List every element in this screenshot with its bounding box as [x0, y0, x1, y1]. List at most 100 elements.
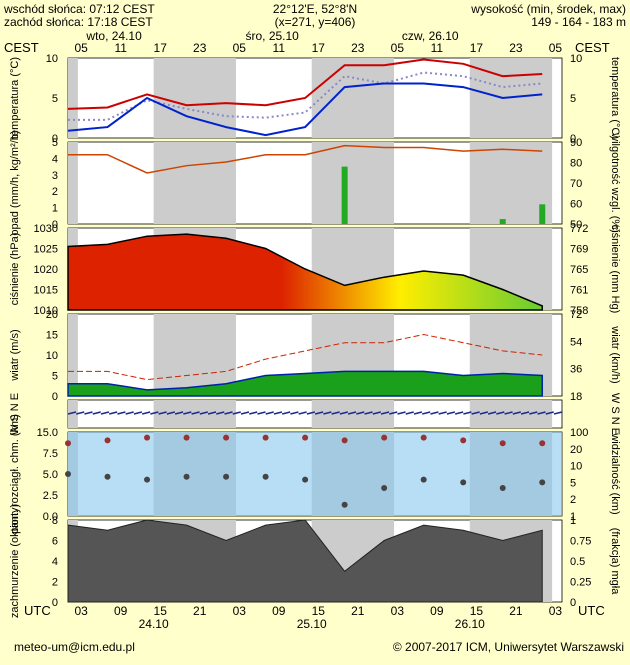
- wind-arrow-59: [553, 411, 563, 415]
- y-tick-label-right-0-0: 0: [570, 133, 576, 145]
- cloud-point-0-11: [499, 440, 506, 447]
- wind-arrow-38: [380, 411, 390, 415]
- y-tick-label-right-6-1: 0.25: [570, 577, 591, 589]
- wind-arrow-45: [438, 411, 447, 415]
- cloud-point-0-5: [262, 434, 269, 441]
- wind-arrow-41: [405, 411, 414, 415]
- wind-arrow-55: [520, 411, 530, 415]
- wind-arrow-40: [397, 411, 406, 415]
- y-tick-label-6-0: 0: [52, 597, 58, 609]
- night-band-1-1: [153, 142, 236, 224]
- top-hour-8: 05: [391, 41, 405, 55]
- cloud-point-0-6: [302, 434, 309, 441]
- rain-bar-11: [499, 219, 506, 224]
- cloud-point-1-4: [223, 473, 230, 480]
- wind-arrow-16: [199, 411, 208, 415]
- wind-arrow-52: [496, 411, 505, 415]
- cloud-point-1-5: [262, 473, 269, 480]
- bottom-hour-5: 09: [272, 604, 286, 618]
- bottom-date-2: 26.10: [455, 617, 485, 631]
- right-axis-title-6: (frakcja) mgła: [609, 528, 621, 596]
- wind-arrow-9: [141, 411, 151, 415]
- wind-arrow-2: [84, 411, 93, 415]
- y-tick-label-1-5: 5: [52, 137, 58, 149]
- y-tick-label-0-1: 5: [52, 93, 58, 105]
- y-tick-label-2-3: 1025: [34, 244, 58, 256]
- bottom-hour-10: 15: [470, 604, 484, 618]
- cloud-point-0-2: [144, 434, 151, 441]
- y-tick-label-2-2: 1020: [34, 264, 58, 276]
- y-tick-label-right-3-0: 18: [570, 391, 582, 403]
- bottom-hour-1: 09: [114, 604, 128, 618]
- wind-arrow-42: [413, 411, 423, 415]
- wind-arrow-34: [347, 411, 357, 415]
- cloud-point-0-7: [341, 437, 348, 444]
- wind-arrow-11: [158, 411, 167, 415]
- left-axis-title-4: W S N E: [9, 393, 21, 435]
- wind-arrow-53: [504, 411, 513, 415]
- top-hour-6: 17: [312, 41, 326, 55]
- bottom-hour-3: 21: [193, 604, 207, 618]
- wind-arrow-54: [512, 411, 521, 415]
- bottom-hour-8: 03: [391, 604, 405, 618]
- wind-arrow-6: [117, 411, 126, 415]
- temp-series-2: [67, 82, 543, 137]
- y-tick-label-right-3-3: 72: [570, 309, 582, 321]
- temp-series-0: [67, 58, 543, 110]
- night-band-0-2: [311, 58, 395, 138]
- y-tick-label-right-0-1: 5: [570, 93, 576, 105]
- bottom-hour-0: 03: [74, 604, 88, 618]
- wind-arrow-27: [290, 411, 299, 415]
- cloud-cover-area: [67, 519, 543, 603]
- y-tick-label-1-3: 3: [52, 170, 58, 182]
- coordinates-text: 22°12'E, 52°8'N: [273, 2, 357, 16]
- wind-arrow-8: [133, 411, 143, 415]
- y-tick-label-0-2: 10: [46, 53, 58, 65]
- y-tick-label-right-1-0: 50: [570, 219, 582, 231]
- wind-arrow-3: [92, 411, 101, 415]
- elevation-values: 149 - 164 - 183 m: [531, 15, 626, 29]
- y-tick-label-right-3-2: 54: [570, 336, 582, 348]
- bottom-hour-9: 09: [430, 604, 444, 618]
- wind-arrow-49: [471, 411, 480, 415]
- wind-arrow-25: [273, 411, 283, 415]
- wind-arrow-32: [331, 411, 340, 415]
- bottom-date-1: 25.10: [297, 617, 327, 631]
- wind-arrow-1: [76, 411, 85, 415]
- top-hour-1: 11: [114, 41, 127, 55]
- cloud-point-1-10: [460, 479, 467, 486]
- top-hour-3: 23: [193, 41, 207, 55]
- contact-email[interactable]: meteo-um@icm.edu.pl: [14, 640, 135, 654]
- y-tick-label-3-3: 15: [46, 330, 58, 342]
- y-tick-label-right-5-3: 10: [570, 461, 582, 473]
- y-tick-label-5-0: 0.0: [43, 511, 58, 523]
- y-tick-label-right-5-2: 5: [570, 477, 576, 489]
- wind-arrow-58: [545, 411, 554, 415]
- top-hour-9: 11: [431, 41, 444, 55]
- wind-arrow-29: [306, 411, 316, 415]
- wind-arrow-12: [166, 411, 176, 415]
- top-hour-12: 05: [549, 41, 563, 55]
- y-tick-label-right-6-4: 1: [570, 515, 576, 527]
- night-band-0-1: [153, 58, 236, 138]
- cloud-point-0-3: [183, 434, 190, 441]
- top-axis-tz-left: CEST: [4, 40, 39, 55]
- y-tick-label-right-5-0: 1: [570, 511, 576, 523]
- top-day-0: wto, 24.10: [85, 29, 142, 43]
- y-tick-label-right-1-3: 80: [570, 158, 582, 170]
- cloud-point-1-11: [499, 485, 506, 491]
- cloud-point-0-0: [65, 440, 71, 447]
- wind-arrow-15: [191, 411, 200, 415]
- cloud-point-0-12: [539, 440, 546, 447]
- right-axis-title-5: widzialność (km): [609, 432, 621, 514]
- wind-arrow-20: [232, 411, 241, 415]
- wind-arrow-4: [100, 411, 110, 415]
- y-tick-label-right-6-3: 0.75: [570, 536, 591, 548]
- bottom-date-0: 24.10: [139, 617, 169, 631]
- y-tick-label-right-5-1: 2: [570, 494, 576, 506]
- y-tick-label-3-4: 20: [46, 309, 58, 321]
- wind-arrow-33: [339, 411, 349, 415]
- y-tick-label-2-4: 1030: [34, 223, 58, 235]
- cloud-base-bg: [68, 432, 562, 516]
